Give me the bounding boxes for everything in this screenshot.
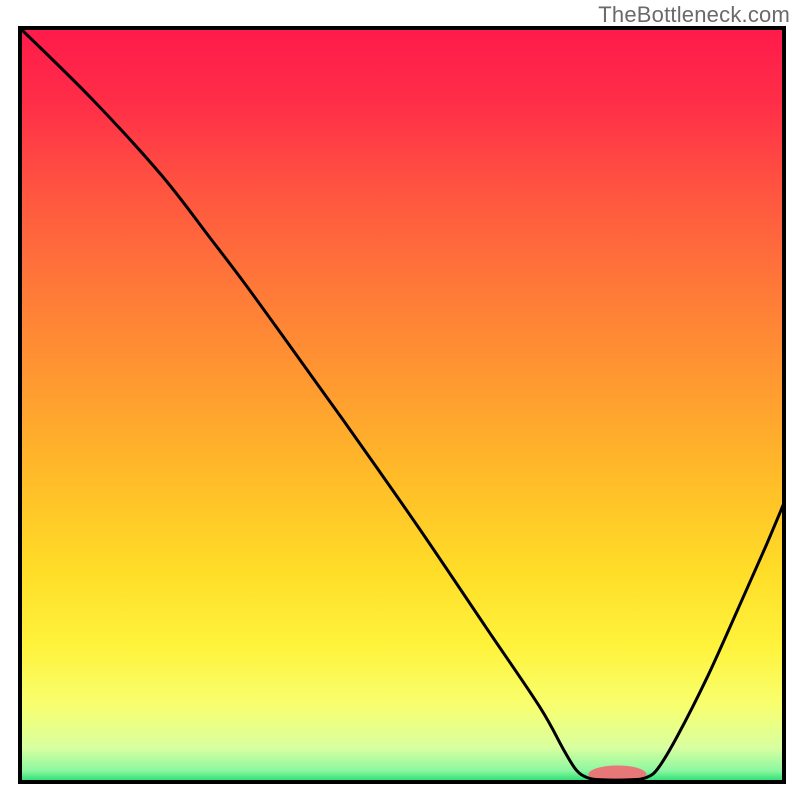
plot-area (20, 28, 784, 783)
chart-container: { "watermark": "TheBottleneck.com", "cha… (0, 0, 800, 800)
bottleneck-chart (0, 0, 800, 800)
gradient-background (20, 28, 784, 782)
watermark-text: TheBottleneck.com (598, 2, 790, 28)
